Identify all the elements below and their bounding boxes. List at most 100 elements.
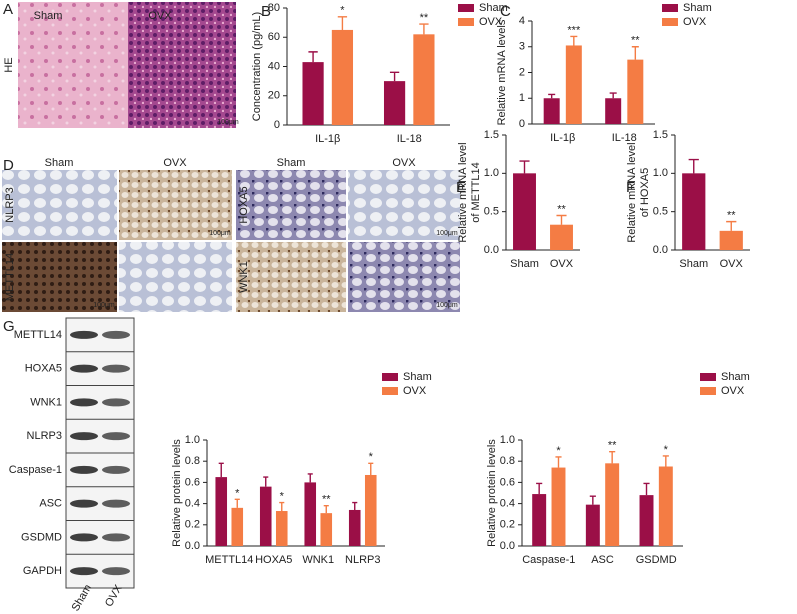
y-tick-label: 2 — [519, 66, 525, 78]
scale-bar-label: 100μm — [217, 119, 239, 126]
bar — [627, 59, 644, 124]
legend-swatch — [458, 18, 474, 26]
y-axis-label: Relative mRNA level — [457, 142, 469, 242]
bar — [215, 477, 228, 546]
y-axis-label: Relative mRNA levels — [496, 19, 508, 125]
significance-label: ** — [727, 210, 736, 222]
x-tick-label: GSDMD — [636, 554, 677, 566]
ihc-image — [2, 170, 117, 240]
significance-label: * — [235, 487, 240, 499]
bar — [565, 45, 582, 124]
y-tick-label: 80 — [268, 2, 280, 14]
significance-label: ** — [557, 203, 566, 215]
significance-label: ** — [322, 494, 331, 506]
significance-label: * — [340, 5, 345, 17]
blot-band — [70, 567, 98, 576]
significance-label: * — [556, 445, 561, 457]
y-tick-label: 1.0 — [484, 167, 499, 179]
y-tick-label: 0 — [274, 119, 280, 131]
bar — [231, 507, 244, 546]
error-bar — [337, 16, 348, 30]
y-tick-label: 0.5 — [653, 206, 668, 218]
he-sham-image — [18, 2, 128, 128]
bar — [413, 34, 435, 126]
blot-band — [70, 499, 98, 508]
bar — [551, 467, 566, 546]
y-tick-label: 1.0 — [653, 167, 668, 179]
y-tick-label: 3 — [519, 41, 525, 53]
bar — [639, 495, 654, 546]
error-bar — [389, 71, 400, 82]
bar — [605, 98, 622, 124]
x-tick-label: NLRP3 — [345, 554, 380, 566]
error-bar — [352, 501, 358, 510]
scale-bar-label: 100μm — [436, 302, 458, 309]
error-bar — [548, 93, 556, 99]
blot-band — [70, 465, 98, 474]
x-tick-label: OVX — [720, 258, 744, 270]
bar — [320, 513, 333, 546]
row-label: NLRP3 — [4, 187, 16, 222]
y-tick-label: 0.8 — [185, 455, 200, 467]
error-bar — [263, 476, 269, 487]
bar — [658, 466, 673, 546]
significance-label: ** — [420, 12, 429, 24]
x-tick-label: Sham — [510, 258, 539, 270]
blot-band — [102, 533, 130, 542]
ihc-image — [119, 242, 232, 312]
y-tick-label: 60 — [268, 31, 280, 43]
scale-bar-label: 100μm — [209, 230, 231, 237]
bar — [719, 230, 743, 250]
error-bar — [688, 158, 699, 174]
stain-label: HE — [3, 57, 15, 72]
error-bar — [368, 462, 374, 475]
error-bar — [323, 505, 329, 514]
he-ovx-image — [128, 2, 236, 128]
significance-label: * — [369, 451, 374, 463]
legend-label: Sham — [479, 2, 508, 14]
ihc-image — [119, 170, 232, 240]
y-tick-label: 0.8 — [500, 455, 515, 467]
scale-bar-label: 100μm — [436, 230, 458, 237]
error-bar — [726, 220, 737, 231]
x-tick-label: Sham — [679, 258, 708, 270]
ihc-image — [236, 242, 346, 312]
x-tick-label: IL-18 — [397, 133, 422, 145]
row-label: HOXA5 — [238, 186, 250, 223]
bar — [275, 511, 288, 546]
bar — [302, 62, 324, 125]
error-bar — [307, 473, 313, 483]
row-label: WNK1 — [238, 261, 250, 293]
x-tick-label: Caspase-1 — [522, 554, 575, 566]
legend-swatch — [458, 4, 474, 12]
error-bar — [570, 35, 578, 46]
blot-band — [102, 432, 130, 441]
panel-letter: D — [3, 157, 14, 174]
y-tick-label: 4 — [519, 15, 525, 27]
x-tick-label: IL-1β — [315, 133, 340, 145]
x-tick-label: IL-18 — [612, 132, 637, 144]
bar — [550, 224, 573, 250]
x-tick-label: IL-1β — [550, 132, 575, 144]
significance-label: ** — [631, 35, 640, 47]
bar — [532, 494, 547, 546]
blot-band — [102, 567, 130, 576]
blot-band — [70, 432, 98, 441]
y-tick-label: 1.5 — [653, 129, 668, 141]
panel-letter: A — [3, 1, 13, 18]
error-bar — [234, 498, 240, 508]
blot-band — [102, 364, 130, 373]
x-tick-label: METTL14 — [205, 554, 253, 566]
x-tick-label: WNK1 — [302, 554, 334, 566]
legend-swatch — [700, 373, 716, 381]
y-tick-label: 0.4 — [185, 498, 200, 510]
y-axis-label: Concentration (pg/mL) — [251, 12, 263, 121]
y-tick-label: 0 — [519, 118, 525, 130]
error-bar — [419, 23, 429, 35]
y-tick-label: 1.0 — [500, 434, 515, 446]
significance-label: ** — [608, 440, 617, 452]
error-bar — [519, 160, 530, 174]
y-tick-label: 1 — [519, 92, 525, 104]
blot-band — [70, 330, 98, 339]
